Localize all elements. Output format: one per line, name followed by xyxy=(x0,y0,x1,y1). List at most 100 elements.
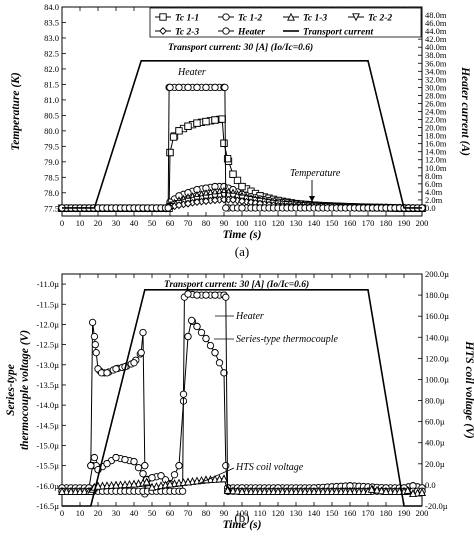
data-point xyxy=(193,198,201,206)
data-point xyxy=(218,115,226,123)
chart-panel-a: 0 10 20 30 40 50 60 70 80 90 100 110 120 130 140 150 160… xyxy=(10,2,471,259)
y2-tick-label: 10.0m xyxy=(425,163,447,173)
data-point xyxy=(178,487,187,495)
legend-marker xyxy=(159,13,167,21)
y-tick-label: 82.5 xyxy=(44,48,59,58)
data-point xyxy=(202,117,210,126)
data-point xyxy=(58,487,66,495)
data-point xyxy=(141,462,149,470)
panel-label: (a) xyxy=(235,244,249,259)
x-tick-label: 70 xyxy=(184,508,193,518)
x-tick-label: 80 xyxy=(202,508,211,518)
data-point xyxy=(211,349,219,357)
data-point xyxy=(139,470,147,478)
coil-voltage-leader xyxy=(199,467,235,484)
data-point xyxy=(103,459,111,468)
y-tick-label: -13.5µ xyxy=(36,380,59,390)
y-tick-label: 84.0 xyxy=(44,2,59,12)
data-point xyxy=(184,122,192,130)
x-tick-label: 70 xyxy=(184,218,193,228)
legend-marker xyxy=(287,12,295,21)
data-point xyxy=(222,293,230,301)
data-point xyxy=(184,83,192,92)
y2-tick-label: 2.0m xyxy=(425,195,443,205)
legend-item: Transport current xyxy=(283,28,373,38)
y2-tick-label: 100.0µ xyxy=(425,374,449,384)
data-point xyxy=(157,472,165,480)
transport-current-note: Transport current: 30 [A] (Io/Ic=0.6) xyxy=(164,279,309,290)
y-axis-label: thermocouple voltage (V) xyxy=(19,330,31,450)
y2-axis-label: Heater current (A) xyxy=(459,66,471,156)
y2-tick-label: 46.0m xyxy=(425,18,447,28)
legend-label: Tc 1-1 xyxy=(175,14,199,24)
data-point xyxy=(229,170,237,178)
x-tick-label: 150 xyxy=(326,218,339,228)
data-point xyxy=(112,365,120,373)
x-tick-label: 160 xyxy=(344,218,357,228)
legend-marker xyxy=(222,27,230,35)
series-line-transport-current xyxy=(62,60,422,209)
data-point xyxy=(211,83,219,92)
x-tick-label: 90 xyxy=(220,508,229,518)
legend-marker xyxy=(222,13,230,21)
x-tick-label: 60 xyxy=(166,508,175,518)
y-tick-label: 82.0 xyxy=(44,64,59,74)
y-tick-label: -14.5µ xyxy=(36,420,59,430)
data-point xyxy=(184,332,192,341)
x-tick-label: 100 xyxy=(236,218,249,228)
y2-tick-label: 6.0m xyxy=(425,179,443,189)
data-point xyxy=(90,453,99,462)
y2-tick-label: 60.0µ xyxy=(425,417,445,427)
x-tick-label: 100 xyxy=(236,508,249,518)
y-tick-label: 79.0 xyxy=(44,157,59,167)
data-point xyxy=(187,316,196,325)
data-point xyxy=(184,477,192,486)
data-point xyxy=(130,457,138,466)
y2-tick-label: 16.0m xyxy=(425,139,447,149)
y-axis-label: Series-type xyxy=(5,364,17,416)
x-axis-label: Time (s) xyxy=(223,519,262,531)
x-tick-label: 170 xyxy=(362,508,375,518)
data-point xyxy=(222,462,230,470)
y2-tick-label: 30.0m xyxy=(425,82,447,92)
x-tick-label: 200 xyxy=(416,218,429,228)
data-point xyxy=(166,479,174,488)
series-heater xyxy=(58,83,426,212)
data-point xyxy=(169,133,178,141)
y-tick-label: 78.0 xyxy=(44,188,59,198)
legend-label: Tc 1-3 xyxy=(303,14,327,24)
data-point xyxy=(88,318,97,327)
data-point xyxy=(92,349,100,357)
data-point xyxy=(211,116,219,124)
data-point xyxy=(130,479,138,488)
data-point xyxy=(215,359,224,367)
legend-label: Tc 2-3 xyxy=(175,28,199,38)
y2-tick-label: 40.0µ xyxy=(425,438,445,448)
y-tick-label: -14.0µ xyxy=(36,400,59,410)
y-tick-label: -12.0µ xyxy=(36,319,59,329)
data-point xyxy=(179,390,188,398)
thermocouple-label: Series-type thermocouple xyxy=(236,334,338,345)
y2-tick-label: 18.0m xyxy=(425,131,447,141)
data-point xyxy=(103,369,111,377)
x-tick-label: 140 xyxy=(308,218,321,228)
data-point xyxy=(223,485,232,494)
x-tick-label: 180 xyxy=(380,218,393,228)
data-point xyxy=(346,487,354,495)
legend-item: Tc 2-2 xyxy=(348,13,392,24)
data-point xyxy=(184,199,192,208)
data-point xyxy=(193,322,201,331)
x-tick-label: 60 xyxy=(166,218,175,228)
data-point xyxy=(222,204,230,212)
legend-label: Tc 1-2 xyxy=(238,14,262,24)
data-point xyxy=(211,196,219,205)
y2-tick-label: -20.0µ xyxy=(425,501,448,511)
data-point xyxy=(223,155,232,163)
data-point xyxy=(238,204,246,212)
data-point xyxy=(202,291,210,299)
data-point xyxy=(87,462,95,470)
series-transport-current xyxy=(62,60,422,209)
y2-tick-label: 140.0µ xyxy=(425,332,449,342)
data-point xyxy=(233,176,242,185)
data-point xyxy=(121,455,129,464)
